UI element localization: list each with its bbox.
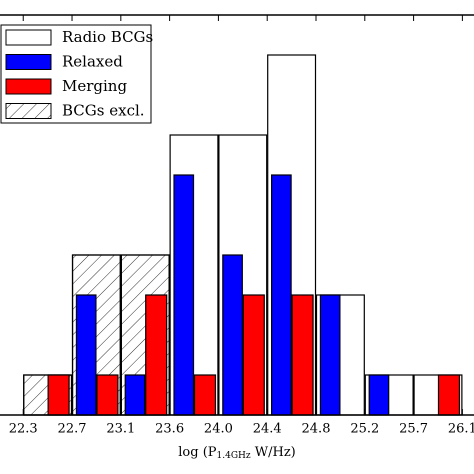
- legend-swatch: [5, 29, 52, 46]
- legend-swatch: [5, 78, 52, 95]
- legend-label: Radio BCGs: [62, 28, 153, 46]
- x-tick-label: 23.6: [155, 422, 184, 437]
- x-tick-label: 22.7: [58, 422, 87, 437]
- bar: [193, 374, 217, 416]
- bar: [124, 374, 146, 416]
- legend-label: Merging: [62, 77, 127, 95]
- legend-swatch: [5, 54, 52, 70]
- bar: [242, 294, 265, 416]
- bar: [173, 174, 195, 416]
- bar: [437, 374, 461, 416]
- bar: [291, 294, 314, 416]
- bar: [271, 174, 292, 416]
- legend-swatch: [5, 103, 52, 119]
- x-tick-label: 24.0: [204, 422, 233, 437]
- legend-label: Relaxed: [62, 53, 123, 71]
- x-tick-label: 24.8: [302, 422, 331, 437]
- bar: [47, 374, 70, 416]
- legend-label: BCGs excl.: [62, 102, 145, 120]
- x-tick-label: 22.3: [9, 422, 38, 437]
- bar: [75, 294, 97, 416]
- x-tick-label: 25.2: [350, 422, 379, 437]
- bar: [368, 374, 390, 416]
- x-tick-label: 26.1: [448, 422, 474, 437]
- x-tick-label: 25.7: [399, 422, 428, 437]
- bar: [319, 294, 341, 416]
- x-axis-label: log (P1.4GHz W/Hz): [178, 445, 296, 461]
- x-tick-label: 24.4: [253, 422, 282, 437]
- bar: [222, 254, 243, 416]
- legend: Radio BCGs Relaxed Merging BCGs excl.: [0, 24, 153, 124]
- x-tick-label: 23.1: [106, 422, 135, 437]
- bar: [96, 374, 119, 416]
- bar: [145, 294, 168, 416]
